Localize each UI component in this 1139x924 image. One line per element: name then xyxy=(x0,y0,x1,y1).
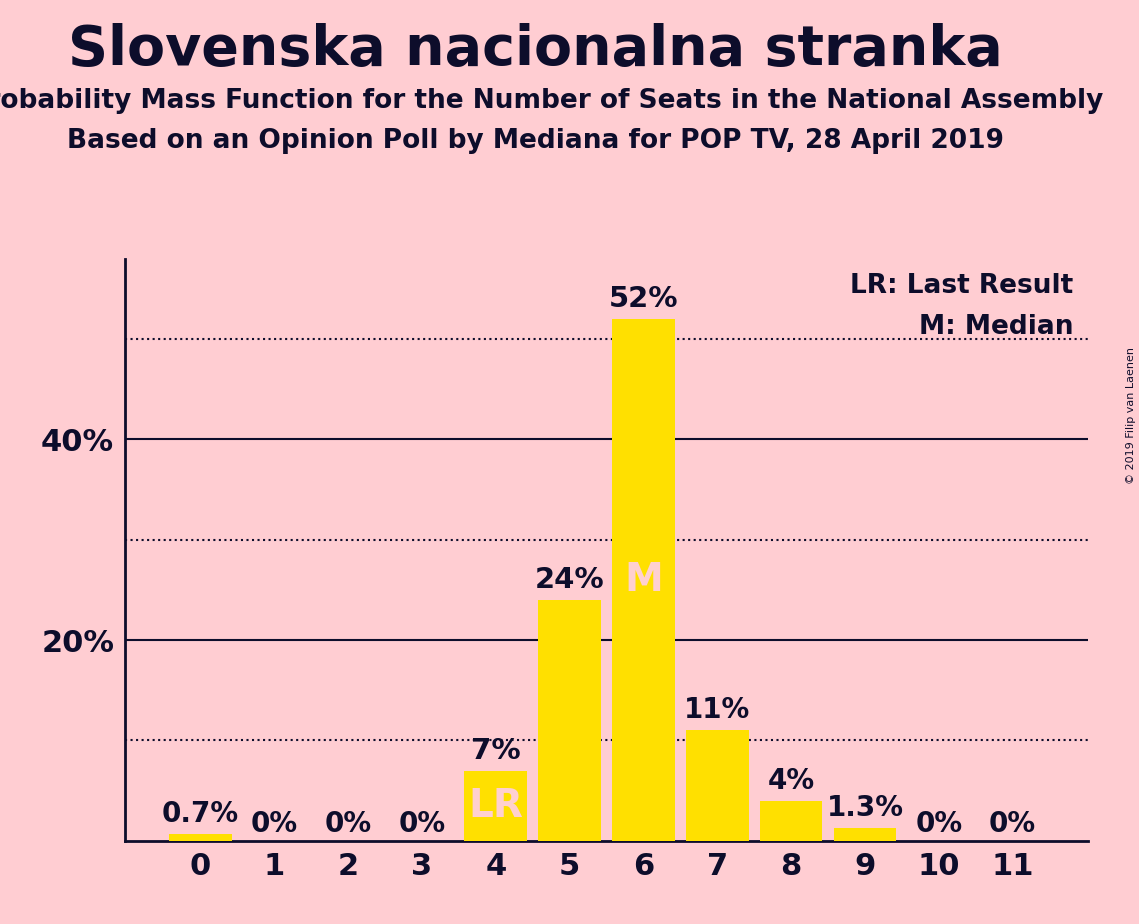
Text: 7%: 7% xyxy=(470,736,521,764)
Bar xyxy=(465,771,527,841)
Bar xyxy=(686,731,748,841)
Text: Probability Mass Function for the Number of Seats in the National Assembly: Probability Mass Function for the Number… xyxy=(0,88,1103,114)
Text: M: Median: M: Median xyxy=(919,314,1073,340)
Text: 11%: 11% xyxy=(685,697,751,724)
Text: 0.7%: 0.7% xyxy=(162,800,239,828)
Text: © 2019 Filip van Laenen: © 2019 Filip van Laenen xyxy=(1126,347,1136,484)
Text: 0%: 0% xyxy=(251,809,297,838)
Text: 0%: 0% xyxy=(399,809,445,838)
Text: Based on an Opinion Poll by Mediana for POP TV, 28 April 2019: Based on an Opinion Poll by Mediana for … xyxy=(67,128,1003,153)
Text: 4%: 4% xyxy=(768,767,814,795)
Text: 0%: 0% xyxy=(916,809,962,838)
Bar xyxy=(169,833,232,841)
Text: 52%: 52% xyxy=(608,285,678,313)
Text: 24%: 24% xyxy=(535,565,605,594)
Text: M: M xyxy=(624,561,663,599)
Bar xyxy=(834,828,896,841)
Text: 0%: 0% xyxy=(989,809,1036,838)
Text: 0%: 0% xyxy=(325,809,371,838)
Bar xyxy=(612,319,674,841)
Bar xyxy=(539,600,601,841)
Text: LR: LR xyxy=(468,786,523,825)
Text: Slovenska nacionalna stranka: Slovenska nacionalna stranka xyxy=(68,23,1002,77)
Bar xyxy=(760,801,822,841)
Text: LR: Last Result: LR: Last Result xyxy=(850,274,1073,299)
Text: 1.3%: 1.3% xyxy=(827,794,903,821)
